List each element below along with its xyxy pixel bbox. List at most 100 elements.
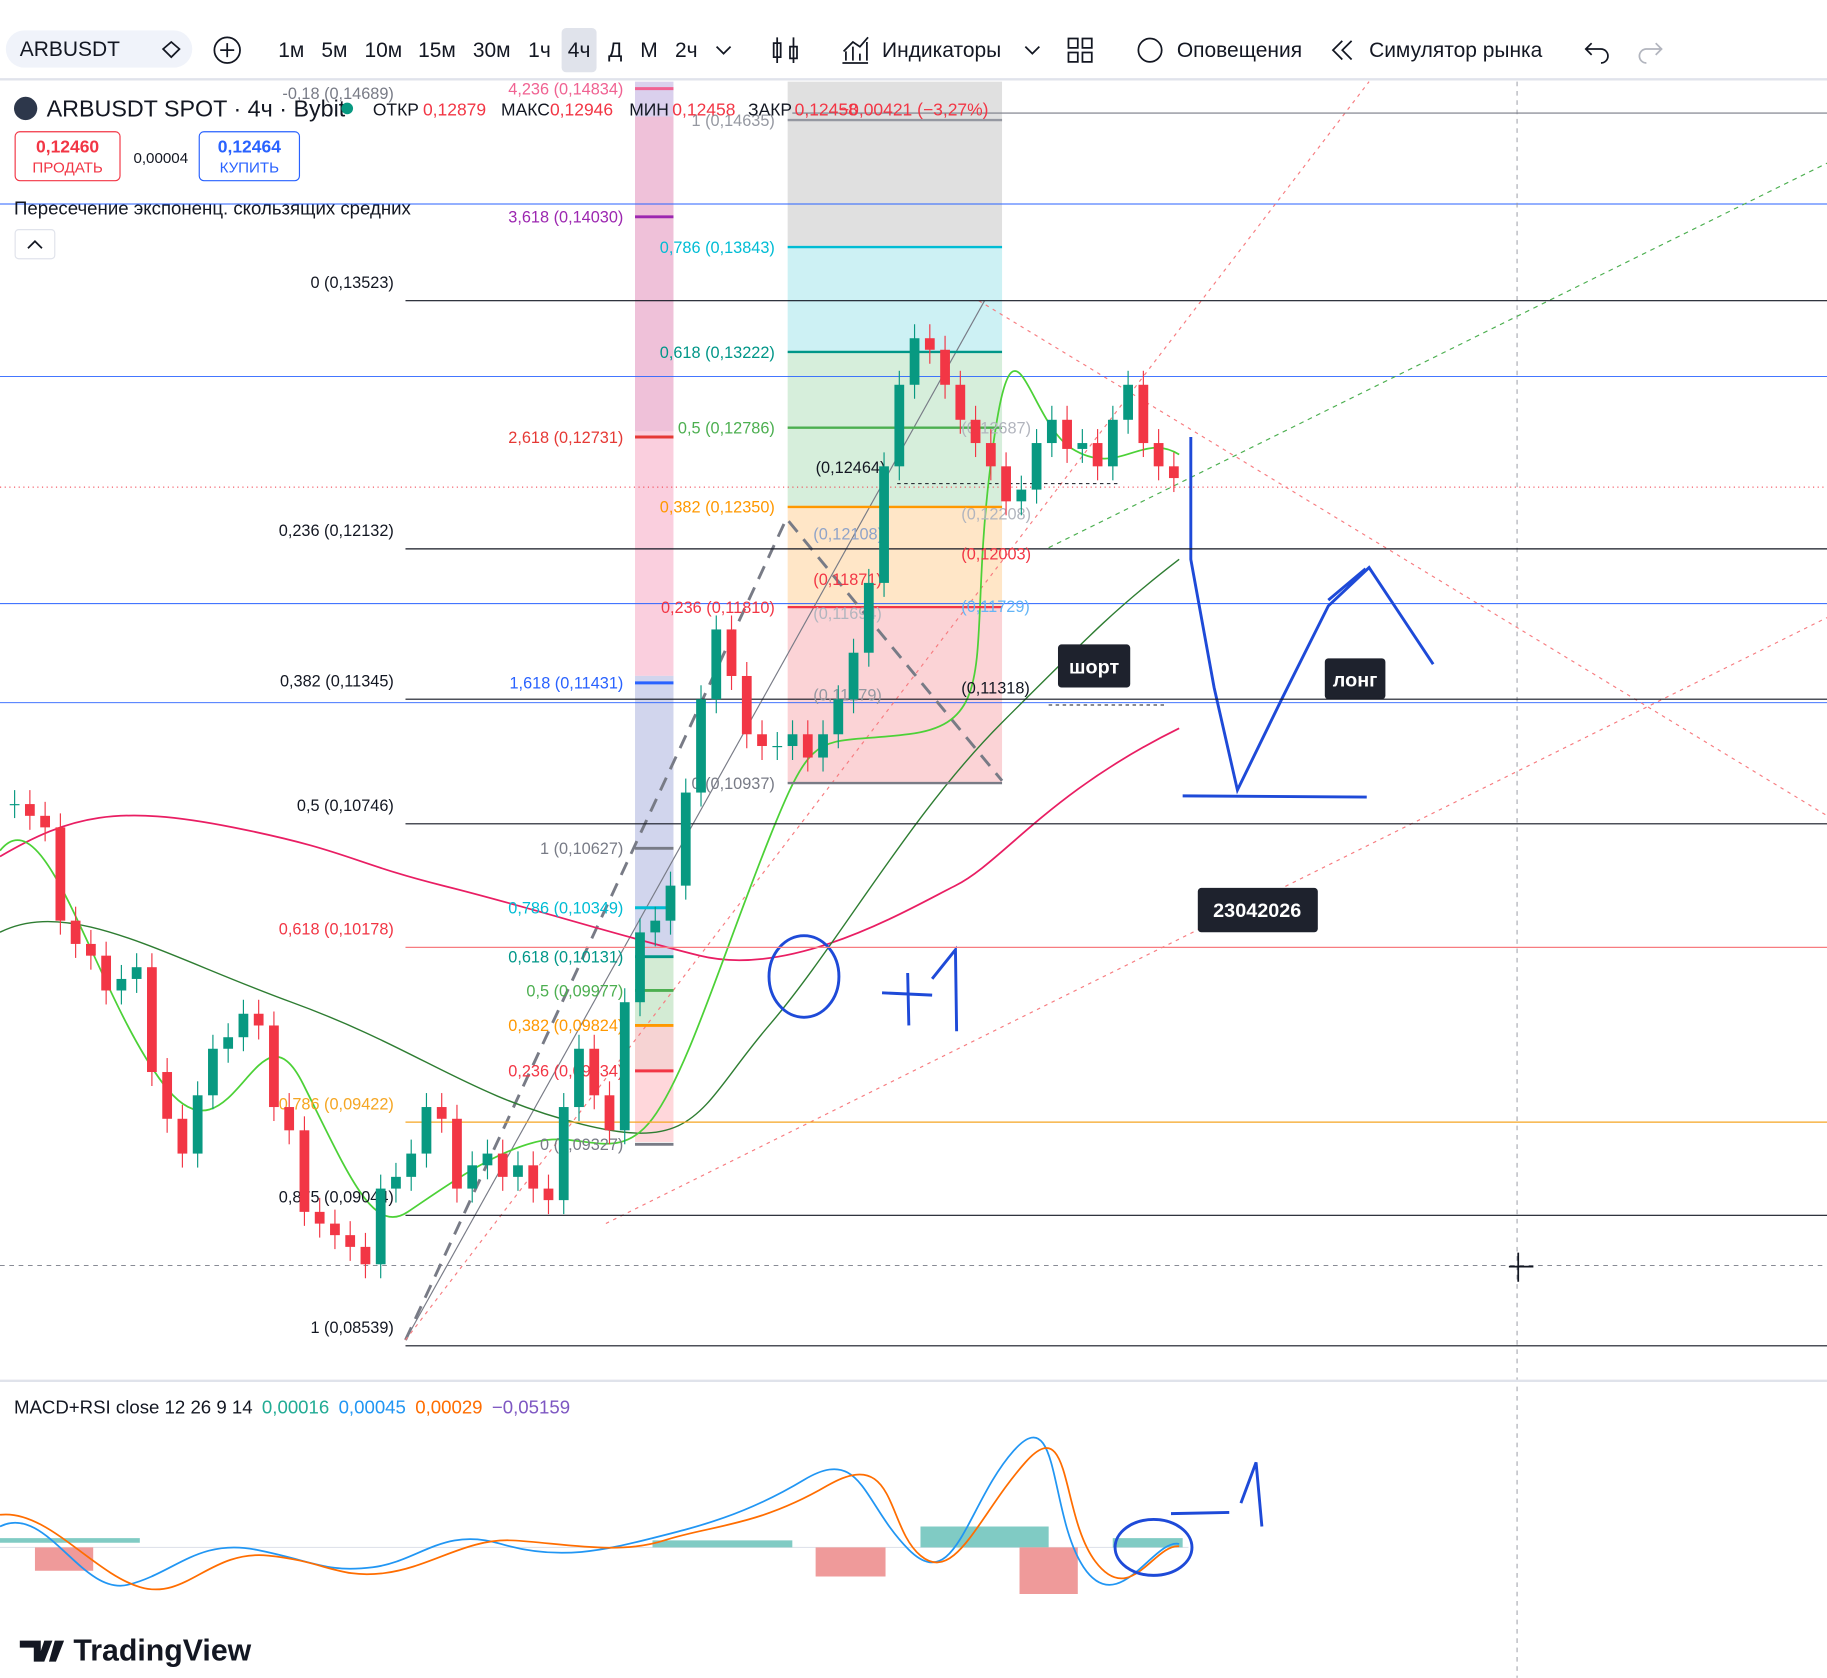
macd-value: 0,00029	[415, 1396, 482, 1417]
indicators-icon[interactable]	[842, 36, 869, 64]
candle-body	[391, 1176, 401, 1189]
add-symbol-button[interactable]	[213, 36, 241, 64]
chart-type-button[interactable]	[772, 37, 798, 63]
ohlc-value: 0,12458	[672, 99, 735, 119]
macd-value: 0,00045	[339, 1396, 406, 1417]
fib-label: 0,236 (0,09634)	[508, 1063, 623, 1081]
sell-price: 0,12460	[36, 137, 99, 157]
replay-icon[interactable]	[1331, 40, 1353, 61]
sell-button[interactable]	[14, 131, 121, 182]
macd-title: MACD+RSI close 12 26 9 14 0,00016 0,00045 0…	[14, 1396, 570, 1417]
chevron-icon	[27, 240, 43, 249]
candle-body	[24, 804, 35, 816]
fib-label: 0,236 (0,12132)	[279, 522, 394, 540]
interval-button[interactable]: 10м	[364, 39, 402, 62]
interval-menu[interactable]	[715, 46, 732, 55]
fib-label: -0,18 (0,14689)	[282, 85, 393, 103]
candles	[9, 324, 1179, 1279]
price-note: (0,11279)	[813, 686, 882, 704]
fib-label: 0,382 (0,11345)	[280, 672, 394, 690]
candle-body	[970, 419, 981, 444]
undo-button[interactable]	[1584, 42, 1609, 64]
candle-body	[436, 1107, 447, 1119]
candle-body	[1016, 489, 1027, 502]
candle-body	[955, 384, 966, 420]
layouts-button[interactable]	[1067, 37, 1093, 63]
price-note: (0,11729)	[961, 598, 1030, 616]
candle-body	[1062, 419, 1072, 449]
candle-body	[162, 1072, 173, 1119]
indicators-menu[interactable]	[1024, 46, 1040, 55]
interval-button[interactable]: 5м	[321, 39, 347, 62]
candle-body	[55, 827, 66, 921]
macd-legend: MACD+RSI close 12 26 9 14 0,00016 0,00045 0…	[14, 1396, 570, 1417]
candle-body	[116, 978, 127, 991]
candle-body	[101, 955, 112, 991]
interval-button[interactable]: 4ч	[568, 39, 591, 62]
interval-button[interactable]: М	[640, 39, 657, 62]
price-note: (0,12464)	[816, 459, 886, 477]
candle-body	[223, 1037, 234, 1049]
candle-body	[543, 1188, 554, 1201]
candle-body	[1046, 419, 1057, 444]
candle-body	[879, 466, 889, 583]
symbol: ARBUSDT	[20, 38, 120, 61]
replay-button[interactable]: Симулятор рынка	[1369, 39, 1543, 62]
candle-body	[772, 746, 783, 748]
fib-label: 0,5 (0,12786)	[678, 420, 775, 438]
candle-body	[1077, 443, 1088, 449]
symbol-search[interactable]	[5, 30, 193, 68]
fib-label: 0,618 (0,10131)	[508, 949, 623, 967]
fib-label: 0 (0,10937)	[691, 775, 774, 793]
candle-body	[1153, 443, 1164, 467]
logo-text: TradingView	[73, 1634, 251, 1667]
candle-body	[269, 1025, 279, 1108]
fib-label: 3,618 (0,14030)	[508, 209, 623, 227]
macd-name: MACD+RSI close 12 26 9 14	[14, 1396, 253, 1417]
interval-button[interactable]: 15м	[418, 39, 456, 62]
candle-body	[70, 920, 81, 944]
interval-button[interactable]: Д	[608, 39, 622, 62]
fib-label: 0,618 (0,10178)	[279, 921, 394, 939]
candle-body	[9, 804, 20, 806]
interval-button[interactable]: 30м	[473, 39, 511, 62]
candle-body	[208, 1048, 218, 1096]
candle-body	[909, 338, 920, 385]
candle-body	[177, 1118, 188, 1154]
price-note: (0,12003)	[961, 545, 1031, 563]
fib-label: 0,382 (0,09824)	[508, 1017, 623, 1035]
ohlc-label: ЗАКР	[748, 99, 792, 119]
collapse-button[interactable]	[14, 229, 56, 260]
alerts-icon[interactable]	[1137, 37, 1163, 63]
candle-body	[665, 885, 676, 921]
candle-body	[680, 792, 691, 886]
candle-body	[299, 1130, 310, 1212]
interval-button[interactable]: 1ч	[528, 39, 551, 62]
fib-label: 0,786 (0,09422)	[279, 1095, 394, 1113]
interval-button[interactable]: 2ч	[675, 39, 698, 62]
redo-button[interactable]	[1638, 42, 1663, 64]
ohlc-label: МИН	[629, 99, 669, 119]
fib-label: 0,382 (0,12350)	[660, 499, 775, 517]
alerts-button[interactable]: Оповещения	[1177, 39, 1302, 62]
candle-body	[787, 734, 798, 747]
indicators-button[interactable]: Индикаторы	[882, 39, 1001, 62]
ohlc: ОТКР 0,12879 МАКС 0,12946 МИН 0,12458 ЗА…	[373, 99, 989, 119]
candle-body	[345, 1235, 356, 1247]
candle-body	[238, 1013, 249, 1038]
macd-value: 0,00016	[262, 1396, 329, 1417]
interval-active	[561, 28, 597, 73]
candle-body	[253, 1013, 264, 1026]
candle-body	[574, 1048, 584, 1108]
fib-label: 0,618 (0,13222)	[660, 344, 775, 362]
fib-label: 1 (0,08539)	[310, 1319, 393, 1337]
candle-body	[513, 1165, 523, 1177]
buy-button[interactable]	[198, 131, 301, 182]
toolbar	[0, 0, 1827, 80]
candle-body	[741, 675, 752, 735]
interval-button[interactable]: 1м	[278, 39, 304, 62]
interval-bar: 1м 5м 10м 15м 30м 1ч 4ч Д М 2ч	[278, 28, 698, 73]
candle-body	[696, 699, 706, 793]
symbol-logo	[13, 96, 38, 121]
